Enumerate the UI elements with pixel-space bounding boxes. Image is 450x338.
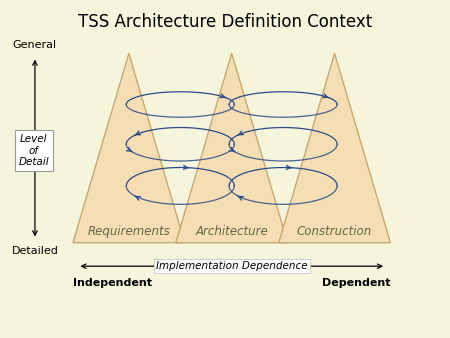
Text: Requirements: Requirements [87,225,170,238]
Text: Dependent: Dependent [322,278,391,288]
Text: Detailed: Detailed [12,246,58,256]
Polygon shape [176,53,288,243]
Text: Level
of
Detail: Level of Detail [18,134,49,167]
Text: Implementation Dependence: Implementation Dependence [156,261,307,271]
Polygon shape [279,53,391,243]
Text: Architecture: Architecture [195,225,268,238]
Text: Independent: Independent [73,278,152,288]
Text: General: General [13,40,57,50]
Text: TSS Architecture Definition Context: TSS Architecture Definition Context [78,13,372,31]
Text: Construction: Construction [297,225,372,238]
Polygon shape [73,53,185,243]
